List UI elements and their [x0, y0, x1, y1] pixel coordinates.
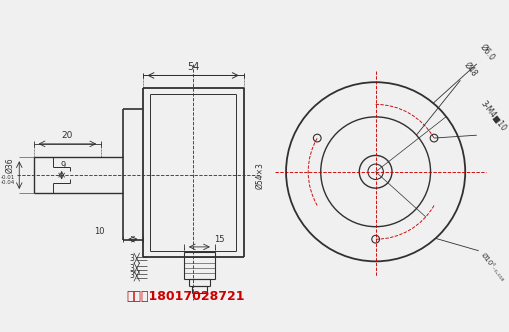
Text: -0.04: -0.04 — [1, 180, 15, 185]
Text: 10: 10 — [94, 227, 104, 236]
Text: Ø36: Ø36 — [5, 158, 14, 173]
Text: Ø10⁰₋₀.₀₁₈: Ø10⁰₋₀.₀₁₈ — [479, 252, 505, 283]
Text: Ø54×3: Ø54×3 — [255, 162, 264, 189]
Text: 3: 3 — [129, 271, 134, 280]
Text: Ø6.0: Ø6.0 — [478, 42, 497, 62]
Text: 3: 3 — [129, 254, 134, 263]
Text: 9: 9 — [61, 161, 66, 170]
Text: 15: 15 — [214, 235, 225, 244]
Text: 3: 3 — [129, 264, 134, 273]
Text: 54: 54 — [187, 62, 200, 72]
Text: 3-M4■10: 3-M4■10 — [478, 99, 508, 133]
Text: 手机：18017028721: 手机：18017028721 — [127, 290, 245, 302]
Text: 20: 20 — [62, 131, 73, 140]
Text: Ø48: Ø48 — [462, 61, 479, 78]
Text: -0.01: -0.01 — [1, 175, 15, 180]
